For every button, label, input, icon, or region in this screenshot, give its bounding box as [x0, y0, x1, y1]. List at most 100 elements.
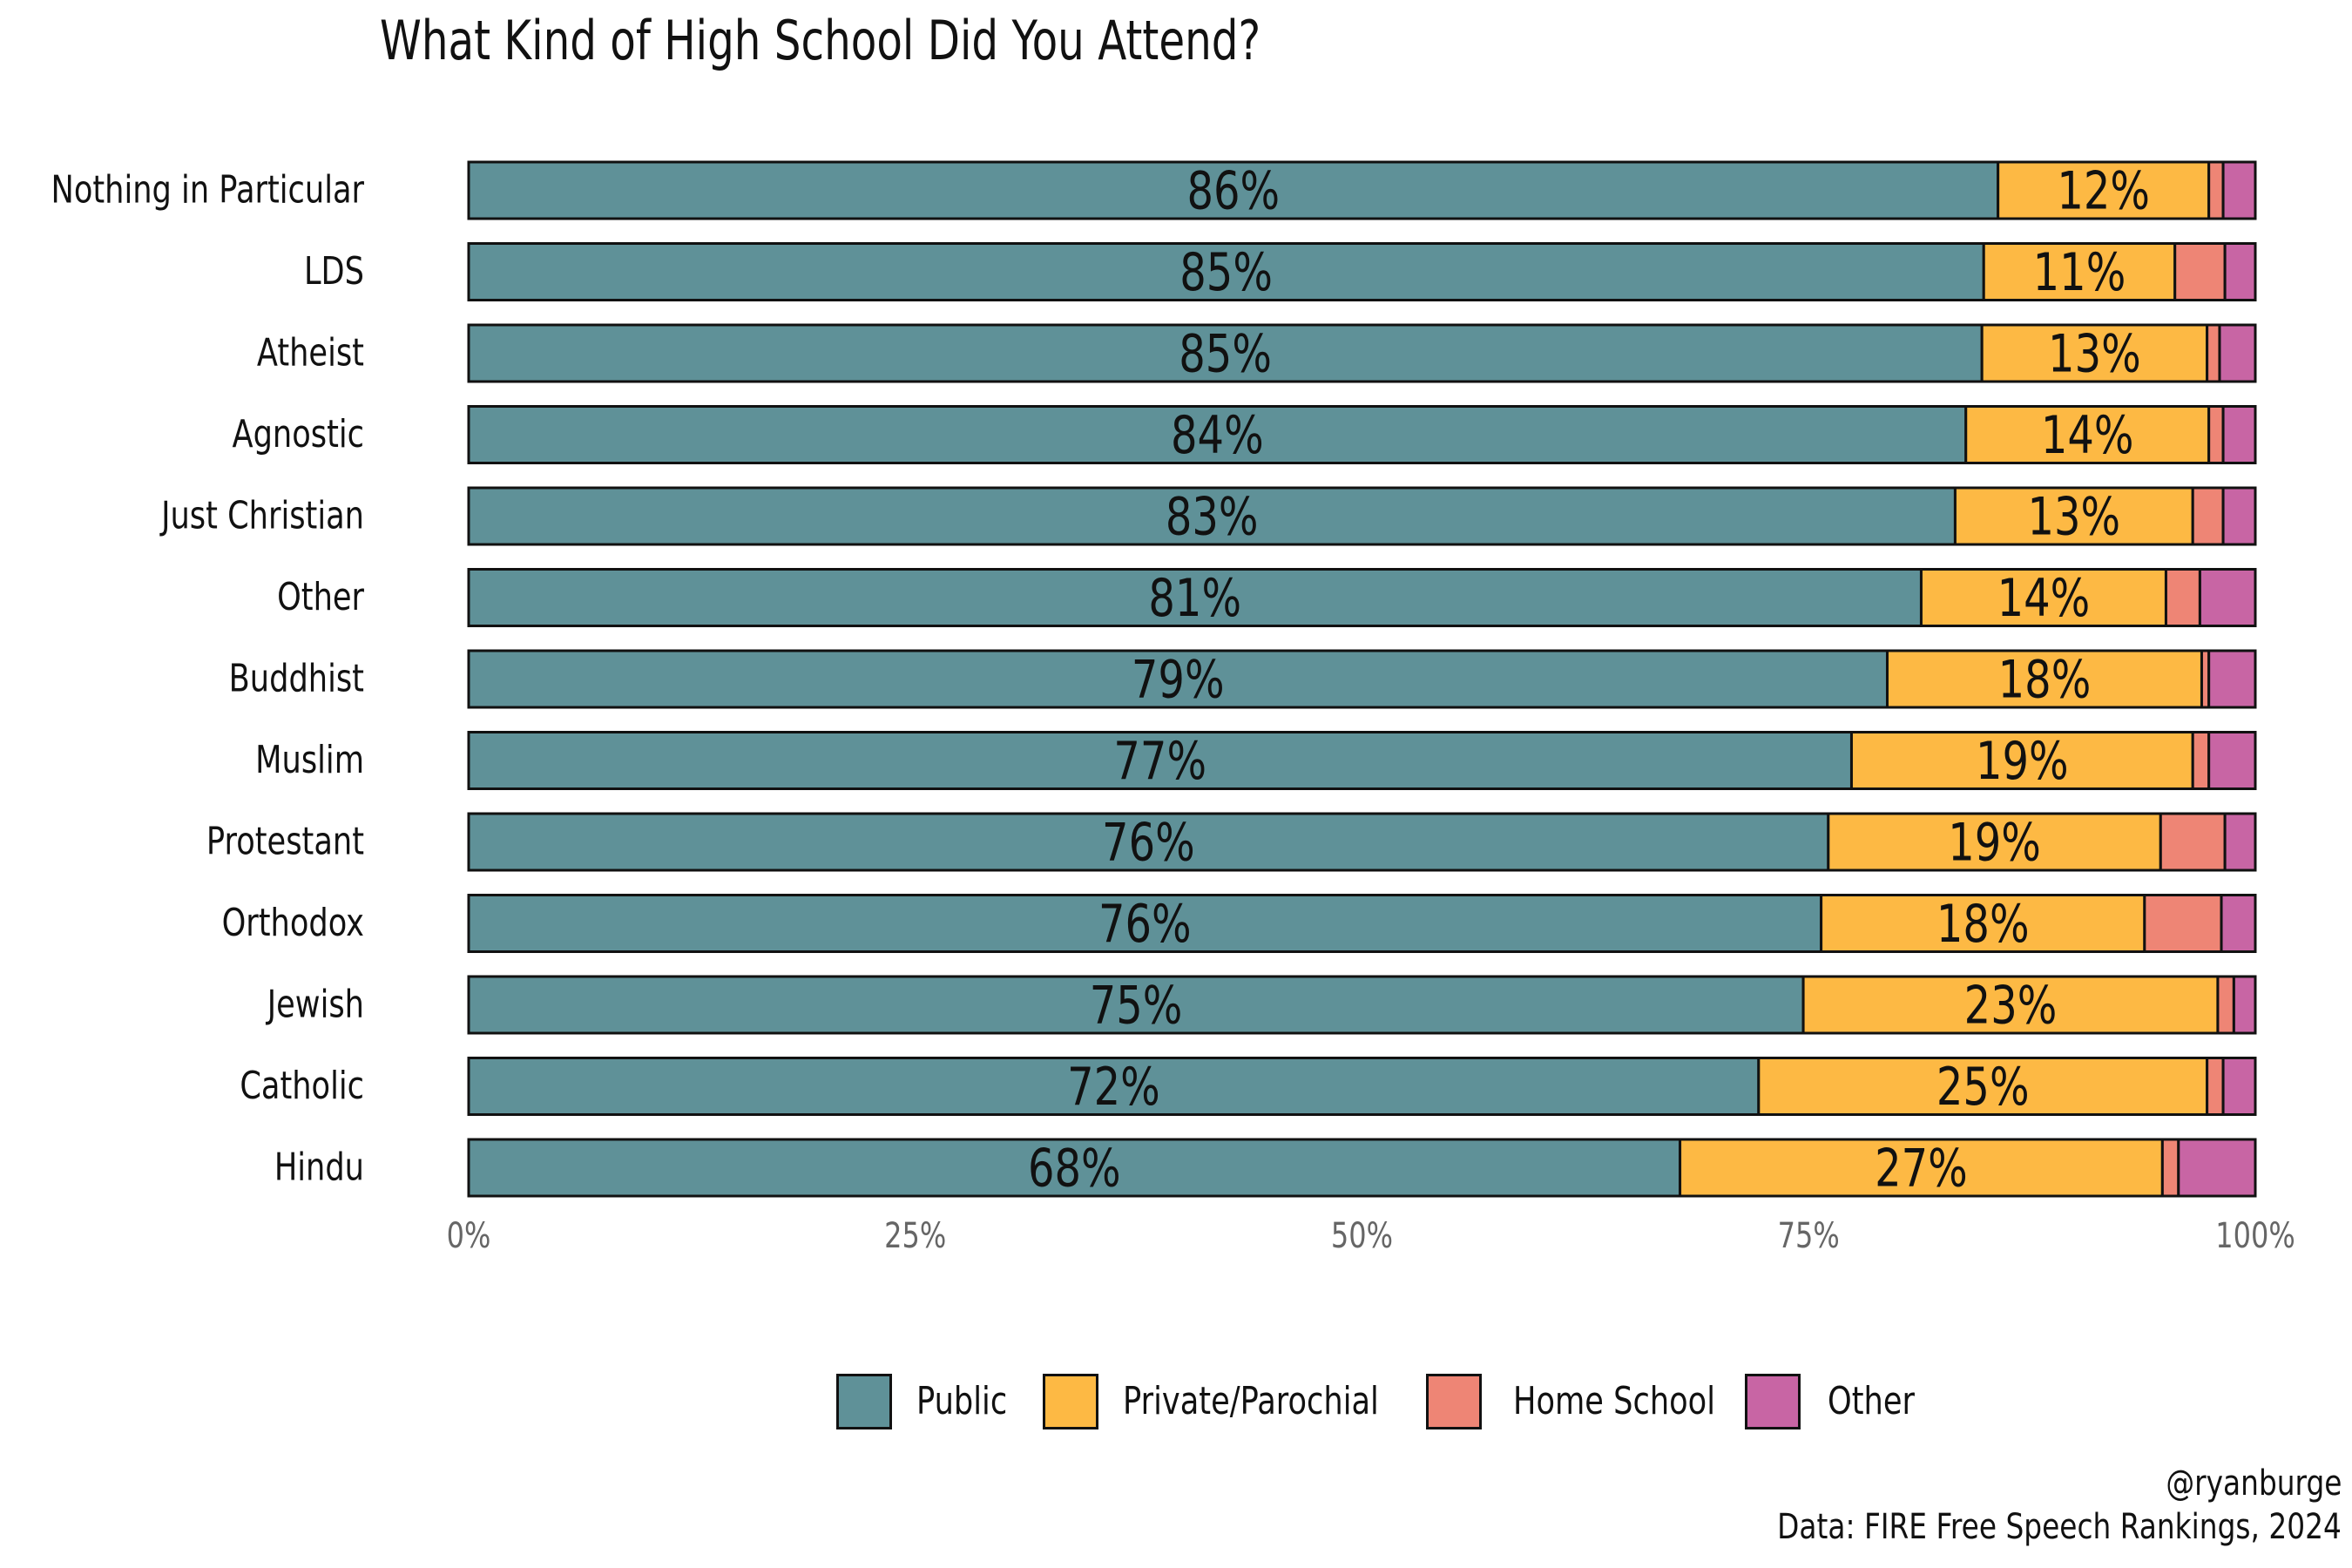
y-label-just-christian: Just Christian [159, 494, 364, 538]
data-label-catholic-public: 72% [1067, 1057, 1160, 1118]
bar-muslim-other [2207, 731, 2257, 790]
y-label-lds: LDS [304, 249, 364, 294]
data-label-atheist-public: 85% [1179, 323, 1272, 384]
data-label-hindu-public: 68% [1028, 1138, 1121, 1199]
data-label-agnostic-private-parochial: 14% [2041, 405, 2134, 466]
bar-nothing-in-particular-other [2221, 160, 2257, 220]
data-label-muslim-private-parochial: 19% [1976, 731, 2069, 792]
data-label-lds-private-parochial: 11% [2033, 242, 2126, 303]
data-label-hindu-private-parochial: 27% [1875, 1138, 1968, 1199]
data-label-protestant-private-parochial: 19% [1948, 812, 2041, 873]
data-label-other-public: 81% [1148, 568, 1241, 629]
y-label-other: Other [277, 575, 364, 619]
bar-atheist-other [2218, 323, 2257, 383]
bar-buddhist-other [2207, 649, 2257, 709]
y-label-agnostic: Agnostic [233, 412, 364, 456]
bar-orthodox-public [467, 894, 1823, 953]
bar-orthodox-other [2220, 894, 2257, 953]
data-label-orthodox-private-parochial: 18% [1936, 894, 2030, 955]
legend-label-home-school: Home School [1513, 1379, 1715, 1423]
bar-hindu-public [467, 1138, 1682, 1198]
bar-atheist-home-school [2206, 323, 2221, 383]
bar-other-other [2198, 568, 2257, 627]
bar-protestant-other [2223, 812, 2257, 872]
bar-agnostic-private-parochial [1964, 405, 2211, 464]
bar-lds-other [2223, 242, 2257, 301]
bar-muslim-home-school [2191, 731, 2211, 790]
x-tick-75: 75% [1778, 1214, 1840, 1255]
data-label-jewish-private-parochial: 23% [1964, 975, 2058, 1036]
bar-nothing-in-particular-public [467, 160, 2000, 220]
x-axis-ticks: 0% 25% 50% 75% 100% [447, 1214, 2295, 1255]
bar-nothing-in-particular-private-parochial [1997, 160, 2211, 220]
data-label-protestant-public: 76% [1102, 812, 1195, 873]
bar-hindu-other [2177, 1138, 2257, 1198]
data-label-nothing-in-particular-private-parochial: 12% [2057, 160, 2150, 221]
legend-label-private: Private/Parochial [1123, 1379, 1379, 1423]
bars [467, 160, 2257, 1198]
bar-buddhist-public [467, 649, 1889, 709]
bar-other-home-school [2164, 568, 2201, 627]
legend: Public Private/Parochial Home School Oth… [0, 1372, 2352, 1433]
caption-source: Data: FIRE Free Speech Rankings, 2024 [1777, 1507, 2342, 1547]
bar-catholic-private-parochial [1757, 1057, 2209, 1116]
caption-author: @ryanburge [2165, 1463, 2342, 1504]
legend-key-home-school [1426, 1374, 1482, 1429]
data-label-just-christian-private-parochial: 13% [2027, 486, 2120, 547]
bar-catholic-other [2221, 1057, 2257, 1116]
chart-title: What Kind of High School Did You Attend? [380, 9, 1261, 72]
data-label-buddhist-public: 79% [1132, 649, 1225, 710]
legend-label-public: Public [916, 1379, 1008, 1423]
data-label-nothing-in-particular-public: 86% [1186, 160, 1280, 221]
data-label-buddhist-private-parochial: 18% [1998, 649, 2092, 710]
legend-key-private [1043, 1374, 1098, 1429]
y-label-buddhist: Buddhist [229, 657, 364, 701]
x-tick-25: 25% [884, 1214, 946, 1255]
data-label-muslim-public: 77% [1113, 731, 1206, 792]
data-label-orthodox-public: 76% [1098, 894, 1192, 955]
bar-orthodox-home-school [2143, 894, 2223, 953]
y-label-hindu: Hindu [274, 1146, 364, 1190]
bar-jewish-home-school [2216, 975, 2235, 1035]
bar-lds-public [467, 242, 1985, 301]
bar-other-private-parochial [1919, 568, 2167, 627]
bar-buddhist-private-parochial [1885, 649, 2203, 709]
y-label-protestant: Protestant [206, 820, 364, 864]
bar-catholic-home-school [2206, 1057, 2225, 1116]
legend-label-other: Other [1828, 1379, 1915, 1423]
data-label-catholic-private-parochial: 25% [1936, 1057, 2030, 1118]
y-label-catholic: Catholic [240, 1064, 364, 1108]
data-label-agnostic-public: 84% [1171, 405, 1264, 466]
data-label-other-private-parochial: 14% [1997, 568, 2091, 629]
data-label-atheist-private-parochial: 13% [2048, 323, 2141, 384]
data-label-just-christian-public: 83% [1166, 486, 1259, 547]
bar-just-christian-home-school [2191, 486, 2225, 546]
bar-muslim-public [467, 731, 1853, 790]
bar-lds-home-school [2173, 242, 2227, 301]
data-label-lds-public: 85% [1179, 242, 1273, 303]
y-label-nothing-in-particular: Nothing in Particular [51, 168, 365, 213]
x-tick-50: 50% [1331, 1214, 1393, 1255]
y-label-orthodox: Orthodox [222, 901, 364, 945]
bar-protestant-home-school [2159, 812, 2227, 872]
bar-agnostic-public [467, 405, 1968, 464]
bar-atheist-public [467, 323, 1984, 383]
bar-agnostic-other [2221, 405, 2257, 464]
legend-key-public [836, 1374, 892, 1429]
bar-just-christian-private-parochial [1953, 486, 2194, 546]
y-label-atheist: Atheist [257, 331, 364, 375]
y-axis-labels: Nothing in Particular LDS Atheist Agnostic J… [51, 168, 365, 1190]
x-tick-0: 0% [447, 1214, 491, 1255]
bar-atheist-private-parochial [1980, 323, 2209, 383]
bar-just-christian-other [2221, 486, 2257, 546]
bar-hindu-home-school [2160, 1138, 2180, 1198]
data-label-jewish-public: 75% [1090, 975, 1183, 1036]
bar-jewish-other [2232, 975, 2257, 1035]
x-tick-100: 100% [2215, 1214, 2295, 1255]
bar-protestant-private-parochial [1827, 812, 2162, 872]
bar-nothing-in-particular-home-school [2207, 160, 2225, 220]
bar-just-christian-public [467, 486, 1957, 546]
data-labels: 86% 12% 85% 11% 85% 13% 84% 14% 83% 13% 81% 14% 79% 1… [1028, 160, 2150, 1199]
y-label-jewish: Jewish [265, 983, 364, 1027]
